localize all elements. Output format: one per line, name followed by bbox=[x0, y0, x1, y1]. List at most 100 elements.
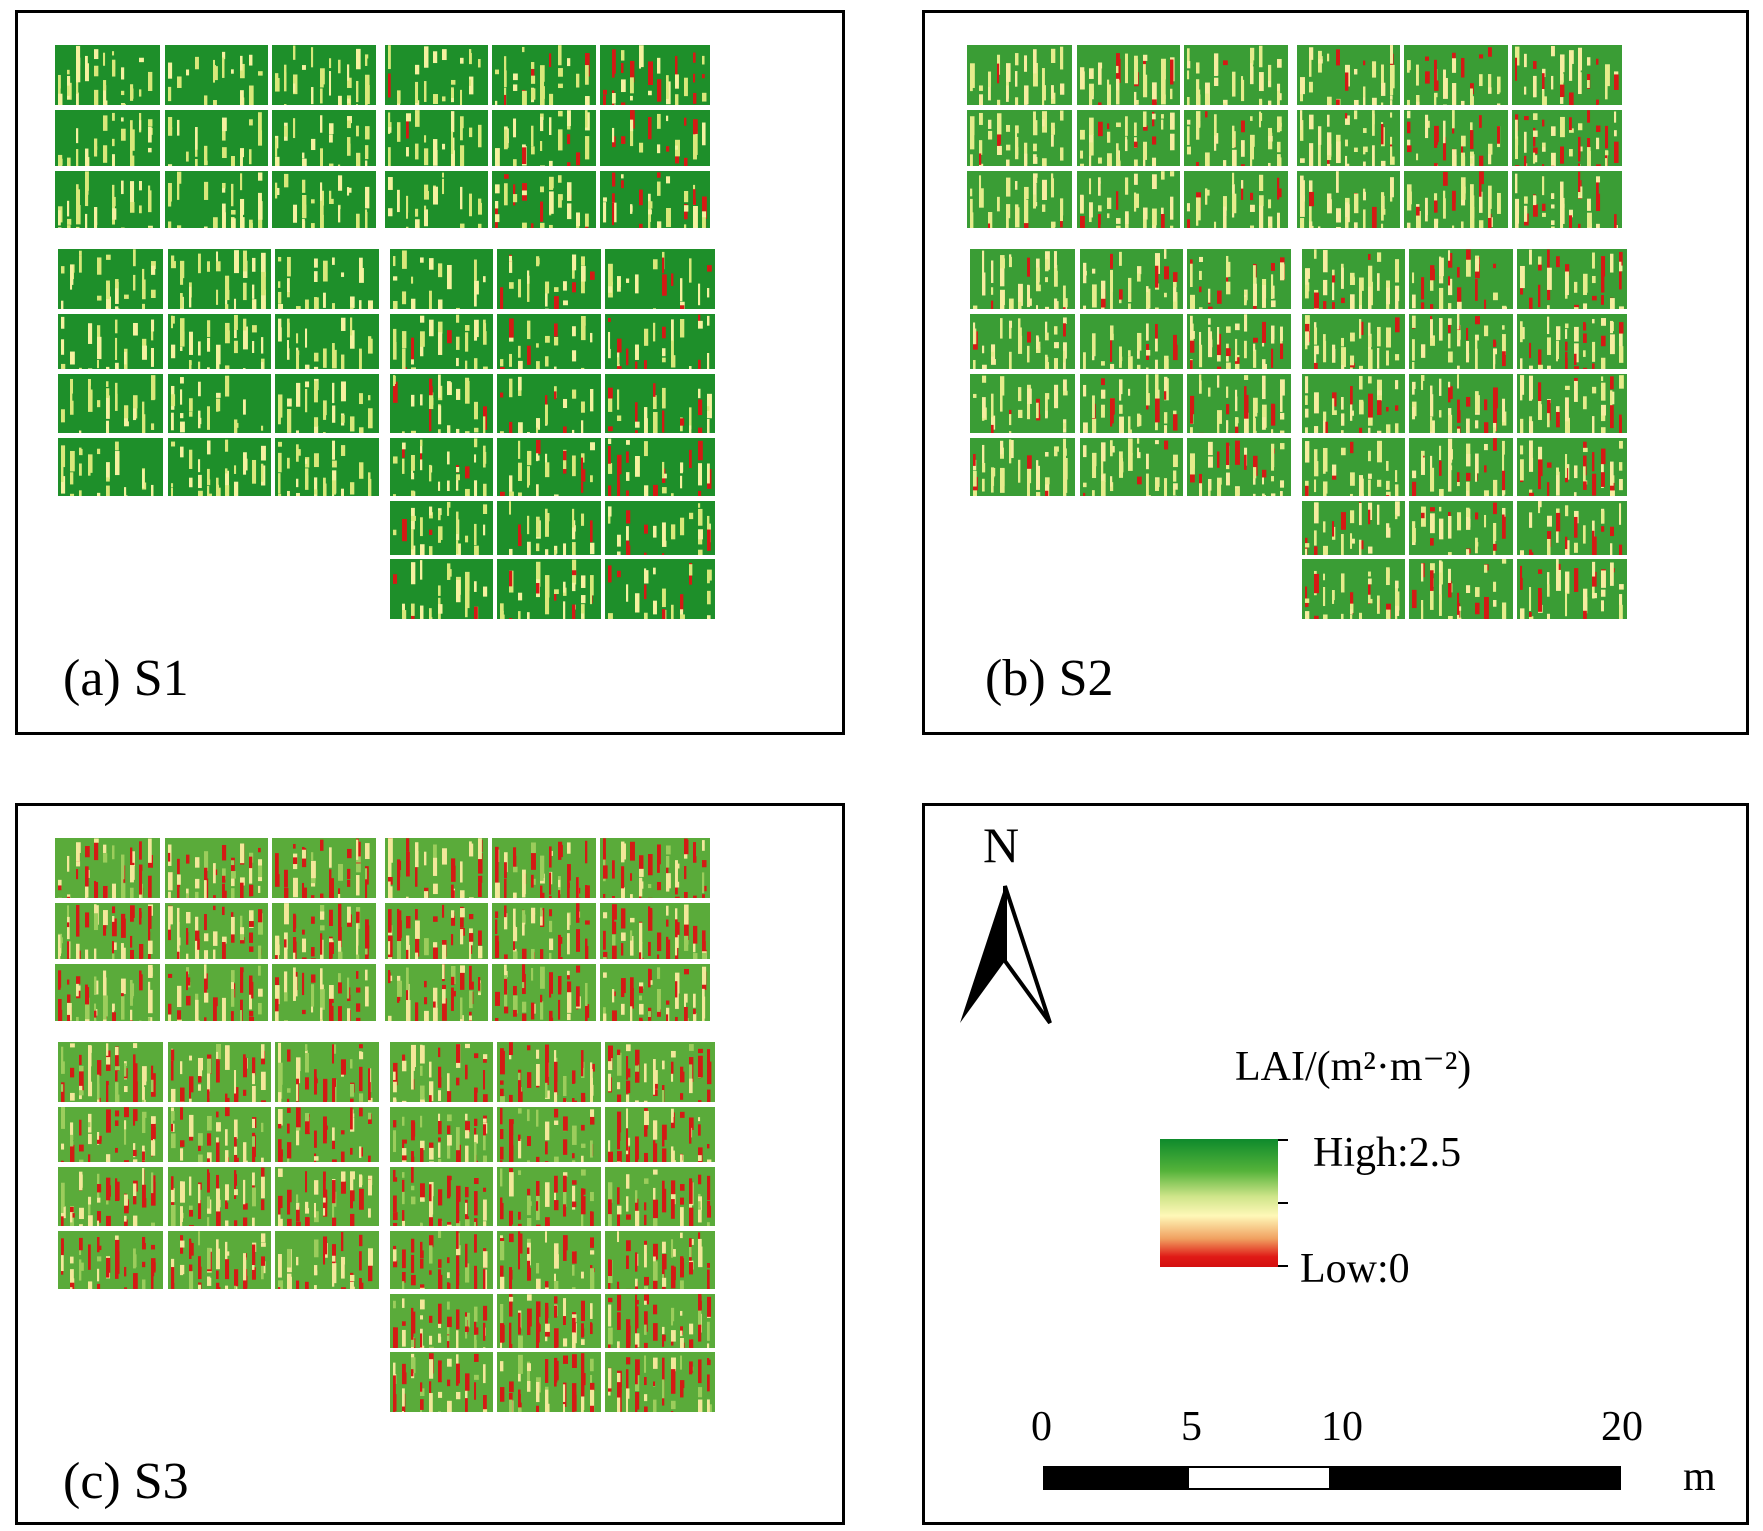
map-panel-s2: (b) S2 bbox=[922, 10, 1749, 735]
field-plot bbox=[1302, 374, 1405, 433]
field-plot bbox=[168, 1167, 271, 1226]
field-plot bbox=[605, 559, 715, 619]
field-plot bbox=[600, 110, 710, 166]
lai-map-s3 bbox=[55, 838, 715, 1412]
field-plot bbox=[1184, 171, 1288, 228]
scale-bar bbox=[1043, 1466, 1621, 1490]
field-plot bbox=[967, 45, 1072, 105]
field-plot bbox=[55, 903, 160, 959]
field-plot bbox=[1184, 110, 1288, 166]
field-plot bbox=[967, 110, 1072, 166]
field-plot bbox=[58, 1167, 163, 1226]
field-plot bbox=[272, 838, 376, 898]
field-plot bbox=[492, 838, 596, 898]
scale-unit: m bbox=[1683, 1454, 1716, 1500]
field-plot bbox=[497, 438, 601, 496]
field-plot bbox=[390, 438, 493, 496]
field-plot bbox=[1080, 249, 1183, 309]
scale-label-10: 10 bbox=[1321, 1404, 1363, 1450]
field-plot bbox=[390, 1167, 493, 1226]
field-plot bbox=[165, 45, 268, 105]
field-plot bbox=[390, 314, 493, 369]
field-plot bbox=[497, 249, 601, 309]
field-plot bbox=[275, 1167, 379, 1226]
field-plot bbox=[605, 1294, 715, 1348]
field-plot bbox=[165, 964, 268, 1021]
field-plot bbox=[390, 501, 493, 555]
field-plot bbox=[605, 1107, 715, 1162]
field-plot bbox=[1512, 171, 1622, 228]
field-plot bbox=[1512, 110, 1622, 166]
field-plot bbox=[1409, 314, 1513, 369]
scale-label-20: 20 bbox=[1601, 1404, 1643, 1450]
field-plot bbox=[1409, 501, 1513, 555]
field-plot bbox=[1517, 374, 1627, 433]
lai-map-s2 bbox=[967, 45, 1627, 619]
field-plot bbox=[390, 1352, 493, 1412]
field-plot bbox=[1187, 438, 1291, 496]
field-plot bbox=[275, 1042, 379, 1102]
field-plot bbox=[492, 45, 596, 105]
field-plot bbox=[1409, 559, 1513, 619]
field-plot bbox=[1187, 314, 1291, 369]
field-plot bbox=[168, 1231, 271, 1289]
field-plot bbox=[605, 314, 715, 369]
field-plot bbox=[168, 1042, 271, 1102]
field-plot bbox=[605, 438, 715, 496]
field-plot bbox=[497, 1167, 601, 1226]
field-plot bbox=[165, 838, 268, 898]
field-plot bbox=[272, 45, 376, 105]
field-plot bbox=[492, 171, 596, 228]
field-plot bbox=[1302, 314, 1405, 369]
field-plot bbox=[168, 374, 271, 433]
field-plot bbox=[605, 501, 715, 555]
north-arrow-icon bbox=[960, 885, 1052, 1025]
field-plot bbox=[55, 964, 160, 1021]
field-plot bbox=[168, 249, 271, 309]
field-plot bbox=[385, 903, 488, 959]
field-plot bbox=[275, 314, 379, 369]
field-plot bbox=[58, 374, 163, 433]
field-plot bbox=[168, 314, 271, 369]
field-plot bbox=[275, 374, 379, 433]
field-plot bbox=[1404, 45, 1508, 105]
field-plot bbox=[272, 903, 376, 959]
field-plot bbox=[605, 374, 715, 433]
field-plot bbox=[497, 314, 601, 369]
map-panel-s3: (c) S3 bbox=[15, 803, 845, 1525]
legend-title: LAI/(m²·m⁻²) bbox=[1235, 1044, 1472, 1090]
field-plot bbox=[1184, 45, 1288, 105]
lai-map-s1 bbox=[55, 45, 715, 619]
north-label: N bbox=[983, 817, 1020, 873]
field-plot bbox=[600, 838, 710, 898]
field-plot bbox=[1512, 45, 1622, 105]
field-plot bbox=[58, 1042, 163, 1102]
field-plot bbox=[385, 171, 488, 228]
field-plot bbox=[497, 1107, 601, 1162]
field-plot bbox=[1409, 249, 1513, 309]
field-plot bbox=[390, 374, 493, 433]
field-plot bbox=[605, 249, 715, 309]
field-plot bbox=[168, 438, 271, 496]
field-plot bbox=[390, 249, 493, 309]
scale-label-5: 5 bbox=[1181, 1404, 1202, 1450]
field-plot bbox=[1077, 171, 1180, 228]
field-plot bbox=[600, 964, 710, 1021]
field-plot bbox=[272, 110, 376, 166]
field-plot bbox=[1297, 110, 1400, 166]
legend-panel: N LAI/(m²·m⁻²) High:2.5 Low:0 0 5 10 20 … bbox=[922, 803, 1749, 1525]
field-plot bbox=[1517, 314, 1627, 369]
field-plot bbox=[970, 314, 1075, 369]
field-plot bbox=[1077, 45, 1180, 105]
field-plot bbox=[1517, 438, 1627, 496]
field-plot bbox=[165, 110, 268, 166]
field-plot bbox=[497, 1294, 601, 1348]
field-plot bbox=[55, 838, 160, 898]
field-plot bbox=[605, 1042, 715, 1102]
panel-label-s3: (c) S3 bbox=[63, 1453, 189, 1510]
field-plot bbox=[1187, 249, 1291, 309]
field-plot bbox=[1404, 171, 1508, 228]
field-plot bbox=[605, 1352, 715, 1412]
field-plot bbox=[55, 110, 160, 166]
field-plot bbox=[58, 249, 163, 309]
